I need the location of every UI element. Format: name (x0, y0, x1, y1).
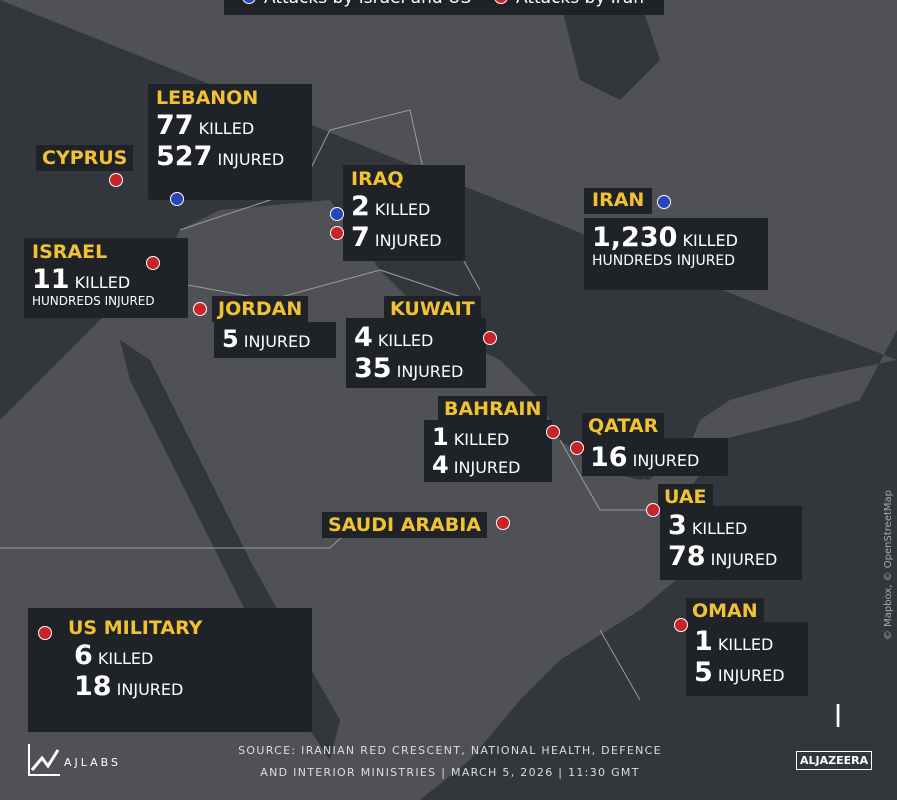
saudi-label: SAUDI ARABIA (322, 512, 487, 538)
injured-label: HUNDREDS INJURED (592, 253, 736, 270)
killed-label: KILLED (377, 331, 434, 350)
iraq-marker-red (330, 226, 344, 240)
aljazeera-logo: ALJAZEERA (796, 751, 873, 770)
killed-count: 1 (432, 423, 449, 451)
us-military-marker (38, 626, 52, 640)
country-name: OMAN (686, 598, 764, 624)
qatar-card: 16 INJURED (582, 438, 728, 476)
injured-count: 78 (668, 541, 706, 573)
injured-count: 35 (354, 353, 392, 385)
legend-red-marker (494, 0, 508, 4)
uae-marker (646, 503, 660, 517)
injured-label: INJURED (453, 457, 521, 477)
jordan-card: 5 INJURED (214, 322, 336, 358)
date-text: AND INTERIOR MINISTRIES | MARCH 5, 2026 … (260, 766, 640, 779)
aljazeera-emblem-icon: ا (833, 700, 843, 735)
oman-card: 1 KILLED 5 INJURED (686, 622, 808, 696)
iraq-marker-blue (330, 207, 344, 221)
injured-label: INJURED (710, 550, 778, 570)
killed-count: 1,230 (592, 222, 678, 253)
cyprus-marker (109, 173, 123, 187)
killed-label: KILLED (74, 272, 131, 292)
killed-count: 77 (156, 109, 194, 141)
legend-label: Attacks by Israel and US (264, 0, 471, 8)
israel-card: ISRAEL 11 KILLED HUNDREDS INJURED (24, 238, 188, 318)
country-name: UAE (658, 484, 713, 510)
country-name: JORDAN (212, 296, 309, 322)
uae-card: 3 KILLED 78 INJURED (660, 506, 802, 580)
ajlabs-logo: AJLABS (64, 756, 122, 769)
bahrain-marker (546, 425, 560, 439)
killed-count: 11 (32, 263, 70, 295)
legend-label: Attacks by Iran (516, 0, 644, 8)
bahrain-card: 1 KILLED 4 INJURED (424, 420, 552, 482)
israel-marker (146, 256, 160, 270)
killed-count: 4 (354, 322, 373, 353)
iran-marker (657, 195, 671, 209)
saudi-marker (496, 516, 510, 530)
injured-count: 5 (694, 657, 713, 689)
injured-label: INJURED (717, 666, 785, 686)
cyprus-label: CYPRUS (36, 145, 134, 171)
lebanon-card: LEBANON 77 KILLED 527 INJURED (148, 84, 312, 200)
map-credit: © Mapbox, © OpenStreetMap (883, 490, 894, 641)
legend-blue-marker (242, 0, 256, 4)
oman-marker (674, 618, 688, 632)
injured-label: INJURED (217, 149, 285, 169)
killed-label: KILLED (374, 199, 431, 219)
injured-count: 16 (590, 442, 628, 473)
source-text: SOURCE: IRANIAN RED CRESCENT, NATIONAL H… (238, 744, 662, 757)
injured-label: INJURED (243, 332, 311, 351)
country-name: IRAQ (351, 168, 404, 190)
ajlabs-logo-icon (28, 744, 60, 776)
killed-label: KILLED (198, 118, 255, 138)
injured-label: INJURED (116, 679, 184, 699)
injured-label: INJURED (374, 230, 442, 250)
killed-label: KILLED (717, 635, 774, 654)
injured-count: 7 (351, 221, 370, 253)
kuwait-card: 4 KILLED 35 INJURED (346, 318, 486, 388)
country-name: US MILITARY (68, 617, 203, 639)
injured-label: HUNDREDS INJURED (32, 293, 155, 308)
injured-count: 4 (432, 450, 449, 479)
iraq-card: IRAQ 2 KILLED 7 INJURED (343, 165, 465, 261)
killed-count: 6 (74, 639, 93, 671)
killed-label: KILLED (691, 519, 748, 538)
killed-label: KILLED (682, 231, 738, 250)
injured-count: 5 (222, 325, 239, 353)
legend: Attacks by Israel and US Attacks by Iran (224, 0, 664, 15)
us-military-card: US MILITARY 6 KILLED 18 INJURED (28, 608, 312, 732)
injured-label: INJURED (396, 362, 464, 382)
country-name: LEBANON (156, 87, 259, 109)
injured-count: 527 (156, 140, 213, 172)
killed-label: KILLED (453, 430, 510, 449)
country-name: IRAN (584, 188, 653, 214)
killed-count: 3 (668, 510, 687, 541)
country-name: ISRAEL (32, 241, 108, 263)
qatar-marker (570, 441, 584, 455)
killed-label: KILLED (97, 648, 154, 668)
country-name: BAHRAIN (438, 396, 548, 422)
killed-count: 2 (351, 190, 370, 222)
injured-count: 18 (74, 670, 112, 702)
iran-card: IRAN 1,230 KILLED HUNDREDS INJURED (584, 188, 768, 290)
caspian-sea (560, 0, 660, 100)
killed-count: 1 (694, 626, 713, 657)
jordan-marker (193, 302, 207, 316)
country-name: KUWAIT (384, 296, 481, 322)
country-name: QATAR (582, 413, 665, 439)
lebanon-marker (170, 192, 184, 206)
injured-label: INJURED (632, 451, 700, 470)
kuwait-marker (483, 331, 497, 345)
